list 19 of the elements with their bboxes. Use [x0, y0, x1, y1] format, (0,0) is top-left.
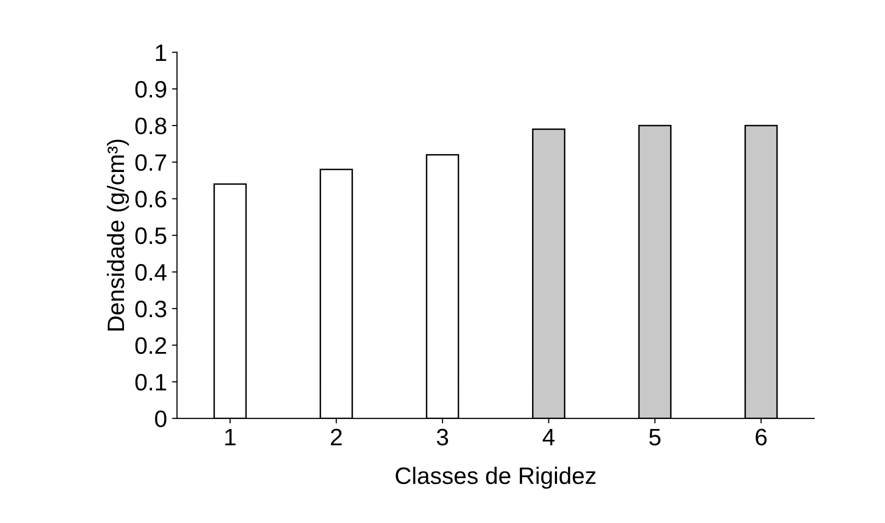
- x-axis-title: Classes de Rigidez: [396, 466, 596, 489]
- x-tick-label: 2: [330, 428, 342, 446]
- x-tick-label: 5: [649, 428, 660, 446]
- y-tick-label: 0.7: [135, 154, 166, 171]
- y-tick-label: 0.4: [135, 264, 167, 281]
- y-tick-label: 1: [156, 44, 166, 61]
- y-tick-label: 0.1: [135, 374, 166, 391]
- y-tick-label: 0.9: [135, 80, 166, 98]
- x-tick-label: 3: [436, 428, 448, 446]
- x-tick-label: 1: [225, 428, 236, 446]
- y-tick-label: 0.6: [135, 190, 166, 208]
- x-tick-label: 4: [542, 428, 555, 446]
- y-axis-title: Densidade (g/cm³): [106, 140, 129, 331]
- y-tick-label: 0.8: [135, 118, 166, 134]
- y-tick-label: 0.3: [135, 300, 166, 318]
- x-tick-label: 6: [756, 428, 767, 446]
- y-tick-label: 0: [155, 410, 166, 428]
- y-tick-label: 0.5: [135, 227, 166, 244]
- y-tick-label: 0.2: [135, 337, 166, 354]
